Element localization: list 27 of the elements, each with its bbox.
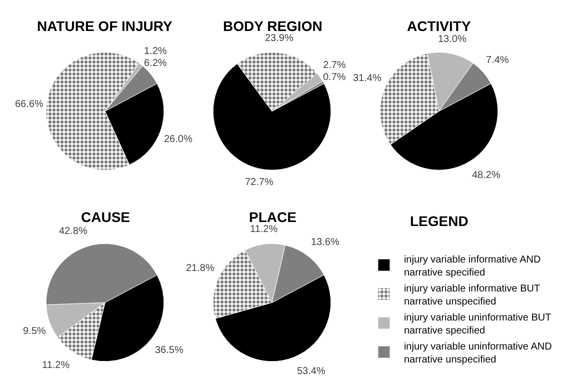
data-label: 13.6% <box>311 237 340 248</box>
data-label: 53.4% <box>297 366 326 377</box>
data-label: 66.6% <box>15 99 44 110</box>
chart-title: ACTIVITY <box>407 18 472 34</box>
chart-title: CAUSE <box>81 209 130 225</box>
chart-title: BODY REGION <box>223 18 322 34</box>
data-label: 0.7% <box>323 72 346 83</box>
data-label: 21.8% <box>186 263 214 274</box>
data-label: 1.2% <box>144 46 167 57</box>
legend-title: LEGEND <box>410 213 468 229</box>
data-label: 11.2% <box>42 360 70 371</box>
data-label: 6.2% <box>144 58 167 69</box>
legend-label: injury variable uninformative AND narrative unspecified <box>404 341 552 366</box>
chart-title: PLACE <box>249 209 296 225</box>
data-label: 42.8% <box>59 226 88 237</box>
data-label: 36.5% <box>155 345 184 356</box>
data-label: 7.4% <box>486 55 509 66</box>
data-label: 11.2% <box>250 224 278 235</box>
data-label: 48.2% <box>472 170 500 181</box>
chart-title: NATURE OF INJURY <box>37 18 173 34</box>
data-label: 26.0% <box>164 134 192 145</box>
data-label: 13.0% <box>438 34 466 45</box>
data-label: 2.7% <box>323 60 346 71</box>
data-label: 72.7% <box>245 177 274 188</box>
data-label: 9.5% <box>23 326 46 337</box>
data-label: 31.4% <box>353 73 382 84</box>
data-label: 23.9% <box>265 33 294 44</box>
